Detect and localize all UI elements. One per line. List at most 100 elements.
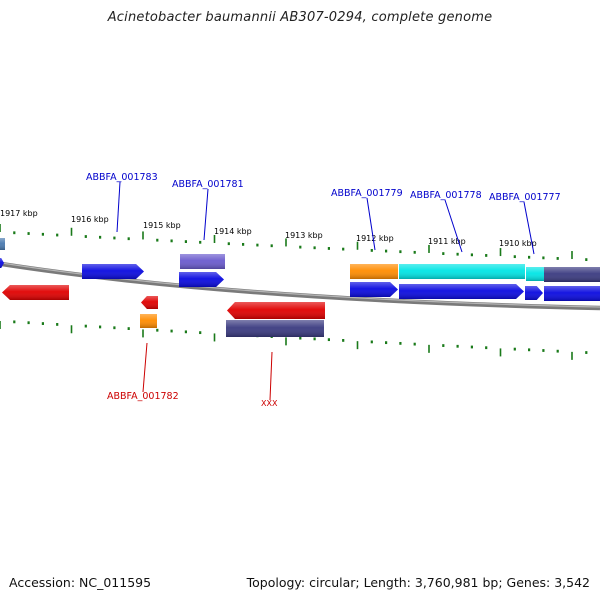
- feature-shading: [525, 286, 543, 300]
- tick-major: [285, 238, 287, 247]
- tick-minor: [585, 258, 588, 262]
- gene-labels: ABBFA_001783 ABBFA_001781 ABBFA_001779 A…: [86, 172, 561, 408]
- feature-shading: [226, 320, 324, 337]
- tick-minor: [13, 320, 16, 324]
- tick-minor: [513, 347, 516, 351]
- tick-minor: [27, 232, 30, 235]
- tick-major: [428, 344, 430, 353]
- tick-major: [0, 321, 1, 329]
- feature-shading: [82, 264, 144, 279]
- tick-minor: [242, 242, 245, 246]
- tick-minor: [41, 322, 44, 325]
- tick-minor: [227, 242, 230, 246]
- tick-minor: [84, 235, 87, 238]
- tick-major: [213, 234, 216, 243]
- tick-minor: [199, 331, 202, 335]
- feature-orange-1779[interactable]: [350, 264, 398, 279]
- tick-major: [356, 241, 359, 250]
- gene-label-abbfa-001779[interactable]: ABBFA_001779: [331, 188, 403, 199]
- feature-blue-right[interactable]: [544, 286, 600, 301]
- kbp-label: 1917 kbp: [0, 209, 38, 218]
- tick-minor: [313, 337, 316, 341]
- tick-major: [142, 231, 144, 240]
- tick-minor: [27, 321, 30, 325]
- tick-minor: [113, 326, 116, 330]
- tick-minor: [13, 231, 16, 235]
- feature-steel-left[interactable]: [0, 238, 5, 250]
- leader-line: [366, 197, 376, 251]
- feature-track: [0, 238, 600, 337]
- tick-minor: [84, 324, 87, 328]
- tick-minor: [56, 323, 59, 326]
- tick-minor: [184, 240, 187, 243]
- feature-slate-right[interactable]: [544, 267, 600, 282]
- tick-major: [356, 341, 359, 350]
- tick-minor: [585, 351, 588, 354]
- tick-minor: [370, 249, 373, 252]
- tick-major: [213, 333, 216, 342]
- feature-shading: [227, 302, 325, 319]
- gene-label-xxx[interactable]: XXX: [261, 399, 278, 408]
- tick-minor: [327, 247, 330, 250]
- feature-blue-edge-arrow[interactable]: [0, 258, 4, 268]
- tick-minor: [56, 233, 59, 237]
- tick-minor: [528, 348, 531, 352]
- feature-slate-xxx[interactable]: [226, 320, 324, 337]
- tick-minor: [542, 349, 545, 352]
- gene-label-abbfa-001782[interactable]: ABBFA_001782: [107, 391, 179, 402]
- kbp-labels: 1917 kbp 1916 kbp 1915 kbp 1914 kbp 1913…: [0, 209, 537, 248]
- feature-blue-1778[interactable]: [399, 284, 524, 299]
- leader-line: [269, 351, 273, 401]
- gene-label-abbfa-001783[interactable]: ABBFA_001783: [86, 172, 158, 183]
- feature-shading: [399, 284, 524, 299]
- tick-minor: [542, 256, 545, 260]
- feature-blue-1779[interactable]: [350, 282, 398, 297]
- tick-major: [70, 227, 73, 236]
- gene-label-abbfa-001778[interactable]: ABBFA_001778: [410, 190, 482, 201]
- tick-minor: [170, 329, 173, 333]
- tick-minor: [113, 236, 116, 240]
- tick-minor: [442, 252, 445, 255]
- tick-minor: [299, 245, 302, 249]
- feature-red-xxx[interactable]: [227, 302, 325, 319]
- feature-lavender-1781[interactable]: [180, 254, 225, 269]
- genome-backbone: [0, 261, 600, 311]
- kbp-label: 1915 kbp: [143, 221, 181, 230]
- feature-blue-1783[interactable]: [82, 264, 144, 279]
- tick-major: [499, 348, 502, 357]
- feature-shading: [526, 267, 544, 281]
- tick-minor: [485, 346, 488, 350]
- tick-major: [571, 351, 573, 360]
- tick-minor: [199, 240, 202, 244]
- tick-minor: [342, 247, 345, 251]
- feature-blue-1781[interactable]: [179, 272, 224, 287]
- tick-minor: [399, 250, 402, 254]
- tick-minor: [556, 257, 559, 260]
- tick-major: [499, 248, 502, 257]
- tick-minor: [456, 344, 459, 348]
- leader-line: [523, 201, 535, 255]
- tick-minor: [513, 255, 516, 259]
- gene-label-abbfa-001777[interactable]: ABBFA_001777: [489, 192, 561, 203]
- label-leader-lines: [116, 181, 535, 401]
- tick-minor: [127, 327, 130, 330]
- feature-shading: [350, 282, 398, 297]
- gene-label-abbfa-001781[interactable]: ABBFA_001781: [172, 179, 244, 190]
- tick-minor: [456, 252, 459, 256]
- tick-minor: [413, 250, 416, 254]
- feature-red-left[interactable]: [2, 285, 69, 300]
- feature-shading: [544, 267, 600, 282]
- feature-cyan-1777[interactable]: [526, 267, 544, 281]
- tick-minor: [528, 255, 531, 259]
- kbp-label: 1913 kbp: [285, 231, 323, 240]
- feature-shading: [0, 258, 4, 268]
- tick-minor: [299, 336, 302, 340]
- feature-cyan-1778[interactable]: [399, 264, 525, 279]
- feature-blue-1777[interactable]: [525, 286, 543, 300]
- upper-tick-arc: [0, 224, 588, 262]
- feature-orange-1782[interactable]: [140, 314, 157, 328]
- kbp-label: 1910 kbp: [499, 239, 537, 248]
- feature-shading: [2, 285, 69, 300]
- feature-red-small[interactable]: [141, 296, 158, 309]
